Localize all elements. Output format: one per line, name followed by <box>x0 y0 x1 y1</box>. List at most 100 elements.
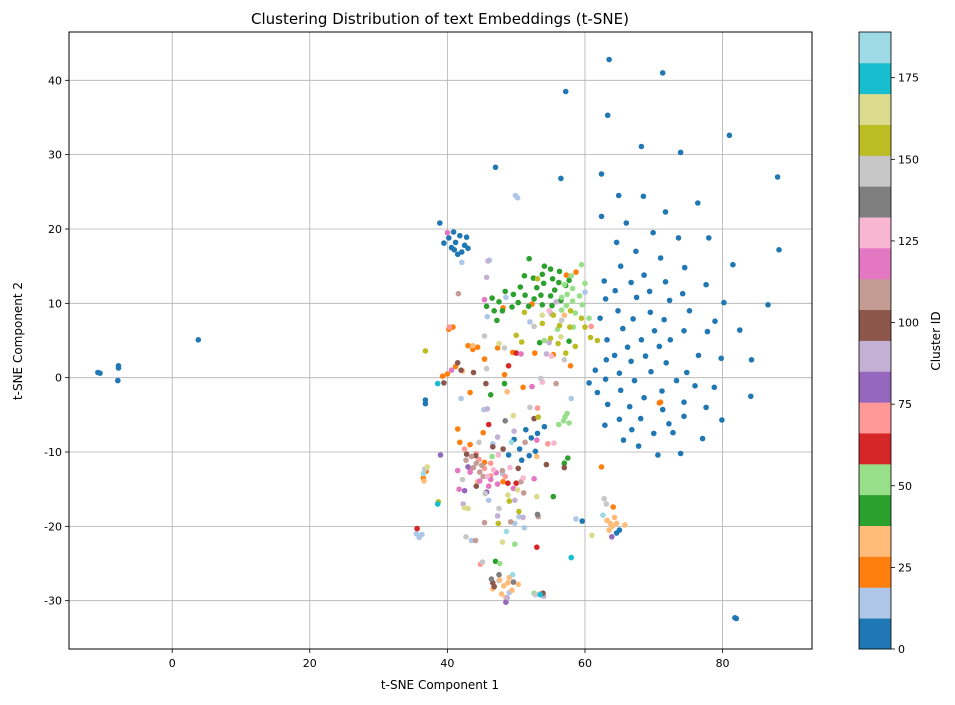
colorbar-segment <box>859 124 891 156</box>
scatter-point <box>566 420 572 426</box>
x-tick-label: 40 <box>440 657 454 670</box>
scatter-point <box>561 464 568 471</box>
scatter-point <box>562 350 569 356</box>
colorbar-segment <box>859 309 891 341</box>
y-tick-label: -30 <box>44 595 62 608</box>
x-tick-label: 20 <box>303 657 317 670</box>
scatter-point <box>603 357 610 363</box>
scatter-point <box>631 377 638 384</box>
scatter-point <box>481 333 488 339</box>
scatter-point <box>422 400 429 407</box>
colorbar-segment <box>859 32 891 64</box>
scatter-point <box>601 278 607 284</box>
scatter-point <box>640 193 647 200</box>
scatter-point <box>638 143 645 150</box>
scatter-point <box>97 370 103 377</box>
scatter-point <box>503 528 510 535</box>
scatter-point <box>491 583 498 590</box>
scatter-point <box>776 247 782 253</box>
scatter-point <box>444 371 451 377</box>
scatter-point <box>480 429 487 436</box>
scatter-point <box>479 462 485 469</box>
scatter-point <box>561 357 568 363</box>
scatter-point <box>473 460 480 467</box>
scatter-point <box>586 380 592 386</box>
x-tick-label: 0 <box>169 657 176 670</box>
scatter-point <box>638 337 645 343</box>
scatter-point <box>677 450 684 457</box>
colorbar-segment <box>859 217 891 249</box>
scatter-point <box>518 351 524 357</box>
scatter-point <box>527 319 533 325</box>
colorbar-label: Cluster ID <box>929 311 943 370</box>
scatter-point <box>419 531 425 538</box>
scatter-point <box>503 599 509 605</box>
scatter-point <box>463 534 469 540</box>
scatter-point <box>505 492 511 498</box>
scatter-point <box>568 554 574 561</box>
scatter-point <box>601 496 607 502</box>
scatter-point <box>521 273 528 279</box>
scatter-point <box>515 581 521 588</box>
scatter-point <box>541 337 548 344</box>
scatter-point <box>549 276 556 282</box>
scatter-point <box>496 299 502 305</box>
scatter-point <box>507 519 514 525</box>
scatter-point <box>501 583 507 589</box>
scatter-point <box>695 200 701 206</box>
scatter-point <box>459 259 465 266</box>
scatter-point <box>489 295 495 301</box>
scatter-point <box>496 571 502 578</box>
scatter-point <box>534 284 540 291</box>
scatter-point <box>491 308 498 314</box>
scatter-point <box>602 376 609 383</box>
scatter-point <box>528 435 535 441</box>
scatter-point <box>545 441 551 447</box>
scatter-point <box>567 363 574 369</box>
colorbar-segment <box>859 433 891 465</box>
scatter-point <box>651 328 658 334</box>
scatter-point <box>706 235 712 241</box>
scatter-point <box>558 294 565 301</box>
y-tick-label: 0 <box>55 372 62 385</box>
scatter-point <box>517 284 524 290</box>
scatter-point <box>509 304 515 310</box>
scatter-point <box>499 467 506 474</box>
scatter-point <box>437 220 443 226</box>
colorbar-segment <box>859 340 891 372</box>
colorbar-segment <box>859 186 891 218</box>
scatter-point <box>642 353 649 359</box>
scatter-point <box>579 302 585 308</box>
scatter-point <box>509 587 515 594</box>
scatter-point <box>507 464 513 471</box>
scatter-point <box>512 541 518 547</box>
scatter-point <box>637 415 644 422</box>
scatter-point <box>520 384 526 391</box>
scatter-point <box>465 342 471 349</box>
y-tick-label: 40 <box>48 74 62 87</box>
scatter-point <box>616 370 623 377</box>
scatter-point <box>441 240 447 246</box>
scatter-point <box>578 315 585 322</box>
scatter-point <box>597 315 603 322</box>
scatter-point <box>657 399 664 406</box>
scatter-point <box>484 313 491 320</box>
scatter-point <box>450 229 457 235</box>
scatter-point <box>539 271 546 278</box>
scatter-point <box>606 56 612 63</box>
scatter-point <box>677 149 684 156</box>
scatter-point <box>732 615 738 621</box>
scatter-point <box>522 292 528 299</box>
x-axis-label: t-SNE Component 1 <box>381 678 499 692</box>
scatter-point <box>458 395 464 402</box>
scatter-point <box>573 269 579 275</box>
scatter-point <box>461 505 468 511</box>
scatter-point <box>566 277 572 284</box>
scatter-point <box>437 452 444 458</box>
scatter-point <box>510 485 517 492</box>
scatter-point <box>463 234 470 240</box>
scatter-point <box>534 511 541 518</box>
scatter-point <box>510 291 517 298</box>
scatter-point <box>556 279 562 286</box>
scatter-point <box>679 290 686 297</box>
